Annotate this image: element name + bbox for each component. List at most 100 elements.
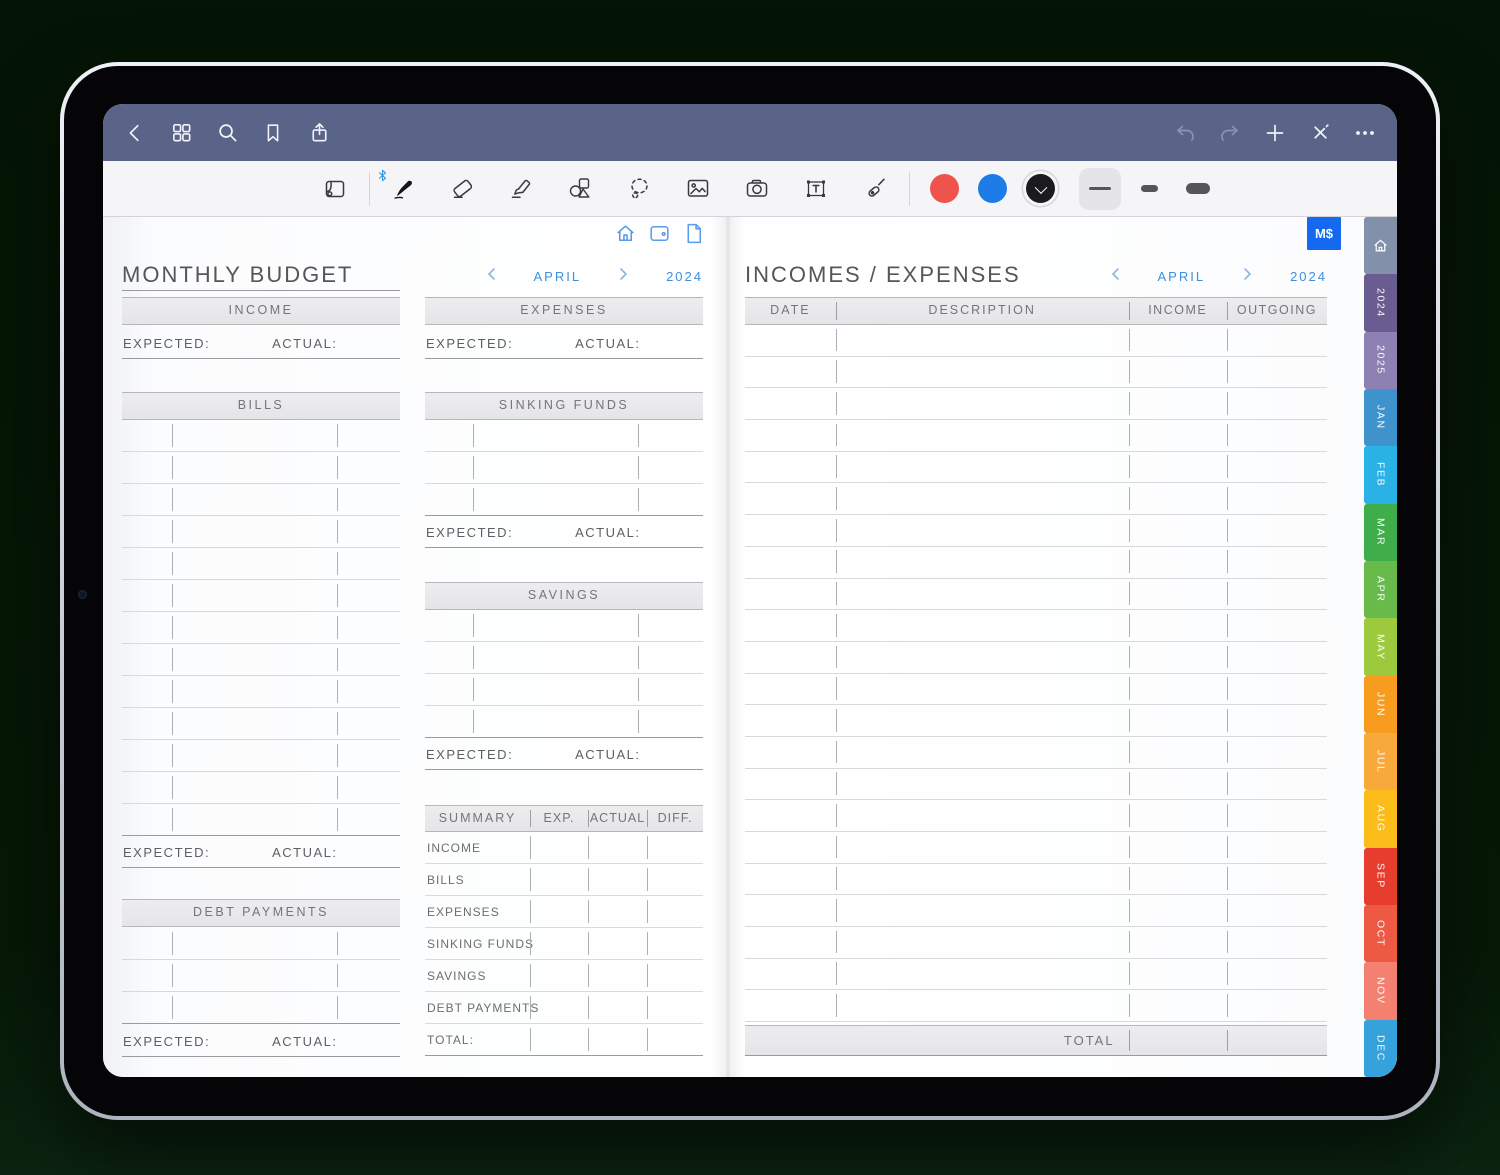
pen-color-black-selected[interactable]	[1026, 174, 1055, 203]
tab-nov[interactable]: NOV	[1364, 962, 1397, 1020]
cell-divider	[1128, 803, 1130, 827]
table-row	[745, 515, 1327, 547]
pan-mode-icon[interactable]	[322, 176, 348, 202]
table-row	[122, 516, 400, 548]
text-tool-icon[interactable]	[803, 176, 829, 202]
stroke-thick[interactable]	[1177, 168, 1219, 210]
cell-divider	[835, 835, 837, 859]
page-link-icon[interactable]	[681, 221, 706, 246]
undo-icon[interactable]	[1173, 121, 1197, 145]
cell-divider	[835, 645, 837, 669]
cell-divider	[1226, 803, 1228, 827]
cell-divider	[1226, 867, 1228, 891]
cell-divider	[835, 613, 837, 637]
quick-links	[613, 221, 706, 246]
tab-2025[interactable]: 2025	[1364, 331, 1397, 389]
image-icon[interactable]	[685, 176, 711, 202]
tools-toolbar	[103, 161, 1397, 217]
cell-divider	[835, 930, 837, 954]
cell-divider	[336, 487, 338, 511]
month-label[interactable]: APRIL	[1157, 268, 1206, 284]
summary-row: SINKING FUNDS	[425, 928, 703, 960]
cell-divider	[1128, 645, 1130, 669]
table-row	[122, 580, 400, 612]
summary-rows: INCOME BILLS EXPENSES SINKING FUNDS SAVINGS D…	[425, 832, 703, 1056]
pen-tool-icon[interactable]	[378, 169, 416, 202]
pen-color-blue[interactable]	[978, 174, 1007, 203]
pen-color-red[interactable]	[930, 174, 959, 203]
tab-jul[interactable]: JUL	[1364, 732, 1397, 791]
tab-home[interactable]	[1364, 217, 1397, 275]
tab-may[interactable]: MAY	[1364, 618, 1397, 676]
year-label[interactable]: 2024	[666, 268, 703, 284]
close-pen-icon[interactable]	[1308, 121, 1332, 145]
cell-divider	[1128, 360, 1130, 384]
cell-divider	[336, 931, 338, 955]
tab-dec[interactable]: DEC	[1364, 1019, 1397, 1077]
summary-row: TOTAL:	[425, 1024, 703, 1056]
month-label[interactable]: APRIL	[533, 268, 582, 284]
cell-divider	[172, 963, 174, 987]
prev-month-chevron[interactable]	[486, 267, 497, 286]
cell-divider	[1128, 392, 1130, 415]
cell-divider	[530, 1027, 532, 1051]
back-icon[interactable]	[123, 121, 147, 145]
cell-divider	[647, 963, 649, 987]
actual-label: ACTUAL:	[272, 336, 338, 351]
bookmark-icon[interactable]	[261, 121, 285, 145]
add-page-icon[interactable]	[1263, 121, 1287, 145]
cell-divider	[172, 615, 174, 639]
template-brand-badge[interactable]: M$	[1307, 217, 1341, 250]
tab-feb[interactable]: FEB	[1364, 446, 1397, 504]
cell-divider	[637, 613, 639, 637]
cell-divider	[1226, 582, 1228, 605]
tab-jan[interactable]: JAN	[1364, 388, 1397, 447]
year-label[interactable]: 2024	[1290, 268, 1327, 284]
cell-divider	[1128, 772, 1130, 795]
eraser-icon[interactable]	[449, 176, 475, 202]
tab-sep[interactable]: SEP	[1364, 847, 1397, 905]
cell-divider	[336, 963, 338, 987]
stroke-thin-selected[interactable]	[1079, 167, 1121, 210]
tab-jun[interactable]: JUN	[1364, 675, 1397, 733]
cell-divider	[1128, 301, 1130, 321]
tab-label: MAR	[1374, 518, 1387, 547]
table-row	[122, 420, 400, 452]
highlighter-icon[interactable]	[508, 176, 534, 202]
cell-divider	[647, 899, 649, 923]
cell-divider	[1128, 487, 1130, 510]
more-icon[interactable]	[1353, 121, 1377, 145]
table-row	[122, 708, 400, 740]
tab-mar[interactable]: MAR	[1364, 503, 1397, 561]
table-row	[745, 927, 1327, 959]
table-row	[425, 706, 703, 738]
cell-divider	[1226, 645, 1228, 669]
tab-label: DEC	[1374, 1034, 1387, 1062]
home-link-icon[interactable]	[613, 221, 638, 246]
tab-label: AUG	[1374, 805, 1387, 833]
table-row	[425, 420, 703, 452]
pages-overview-icon[interactable]	[169, 121, 193, 145]
next-month-chevron[interactable]	[618, 267, 629, 286]
calendar-link-icon[interactable]	[647, 221, 672, 246]
table-row	[122, 992, 400, 1024]
prev-month-chevron[interactable]	[1110, 267, 1121, 286]
cell-divider	[530, 809, 532, 828]
share-icon[interactable]	[307, 121, 331, 145]
shapes-icon[interactable]	[567, 176, 593, 202]
search-icon[interactable]	[215, 121, 239, 145]
tab-2024[interactable]: 2024	[1364, 274, 1397, 332]
tab-apr[interactable]: APR	[1364, 560, 1397, 619]
summary-col-header: EXP.	[543, 811, 575, 825]
cell-divider	[637, 487, 639, 511]
tab-aug[interactable]: AUG	[1364, 790, 1397, 848]
lasso-icon[interactable]	[626, 176, 652, 202]
stroke-medium[interactable]	[1128, 168, 1170, 210]
tab-oct[interactable]: OCT	[1364, 904, 1397, 963]
chevron-down-icon	[1034, 180, 1047, 194]
redo-icon[interactable]	[1218, 121, 1242, 145]
next-month-chevron[interactable]	[1242, 267, 1253, 286]
camera-icon[interactable]	[744, 176, 770, 202]
pointer-icon[interactable]	[862, 176, 888, 202]
cell-divider	[835, 328, 837, 352]
